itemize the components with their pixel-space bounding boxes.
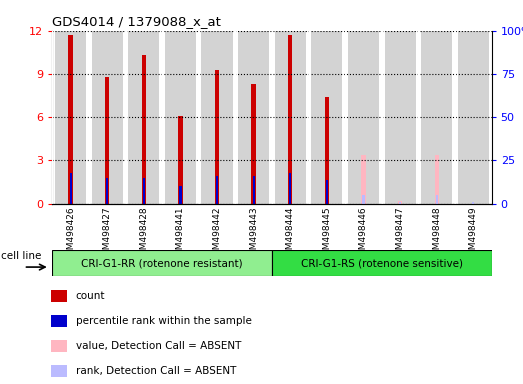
Text: rank, Detection Call = ABSENT: rank, Detection Call = ABSENT — [75, 366, 236, 376]
Bar — [435, 155, 439, 204]
Text: CRI-G1-RS (rotenone sensitive): CRI-G1-RS (rotenone sensitive) — [301, 258, 463, 268]
Text: cell line: cell line — [1, 251, 41, 262]
Bar — [51, 340, 66, 352]
Bar — [311, 31, 343, 204]
Bar — [288, 35, 292, 204]
Bar — [165, 31, 196, 204]
Bar — [70, 173, 72, 204]
Bar — [272, 250, 492, 276]
Bar — [178, 116, 183, 204]
Bar — [106, 177, 108, 204]
Bar — [51, 365, 66, 377]
Bar — [252, 84, 256, 204]
Bar — [326, 180, 328, 204]
Bar — [436, 195, 438, 204]
Bar — [69, 35, 73, 204]
Bar — [362, 195, 365, 204]
Bar — [179, 186, 181, 204]
Bar — [215, 70, 219, 204]
Bar — [128, 31, 160, 204]
Bar — [384, 31, 416, 204]
Bar — [216, 176, 218, 204]
Text: CRI-G1-RR (rotenone resistant): CRI-G1-RR (rotenone resistant) — [81, 258, 243, 268]
Text: count: count — [75, 291, 105, 301]
Bar — [399, 202, 401, 204]
Bar — [275, 31, 306, 204]
Bar — [325, 97, 329, 204]
Bar — [472, 202, 474, 204]
Bar — [52, 250, 272, 276]
Bar — [142, 55, 146, 204]
Bar — [348, 31, 379, 204]
Bar — [51, 315, 66, 327]
Bar — [458, 31, 489, 204]
Text: value, Detection Call = ABSENT: value, Detection Call = ABSENT — [75, 341, 241, 351]
Bar — [398, 201, 402, 204]
Bar — [421, 31, 452, 204]
Bar — [55, 31, 86, 204]
Text: percentile rank within the sample: percentile rank within the sample — [75, 316, 252, 326]
Bar — [92, 31, 123, 204]
Bar — [201, 31, 233, 204]
Bar — [238, 31, 269, 204]
Bar — [253, 176, 255, 204]
Bar — [143, 177, 145, 204]
Bar — [51, 290, 66, 302]
Bar — [289, 173, 291, 204]
Bar — [105, 77, 109, 204]
Bar — [361, 155, 366, 204]
Text: GDS4014 / 1379088_x_at: GDS4014 / 1379088_x_at — [52, 15, 221, 28]
